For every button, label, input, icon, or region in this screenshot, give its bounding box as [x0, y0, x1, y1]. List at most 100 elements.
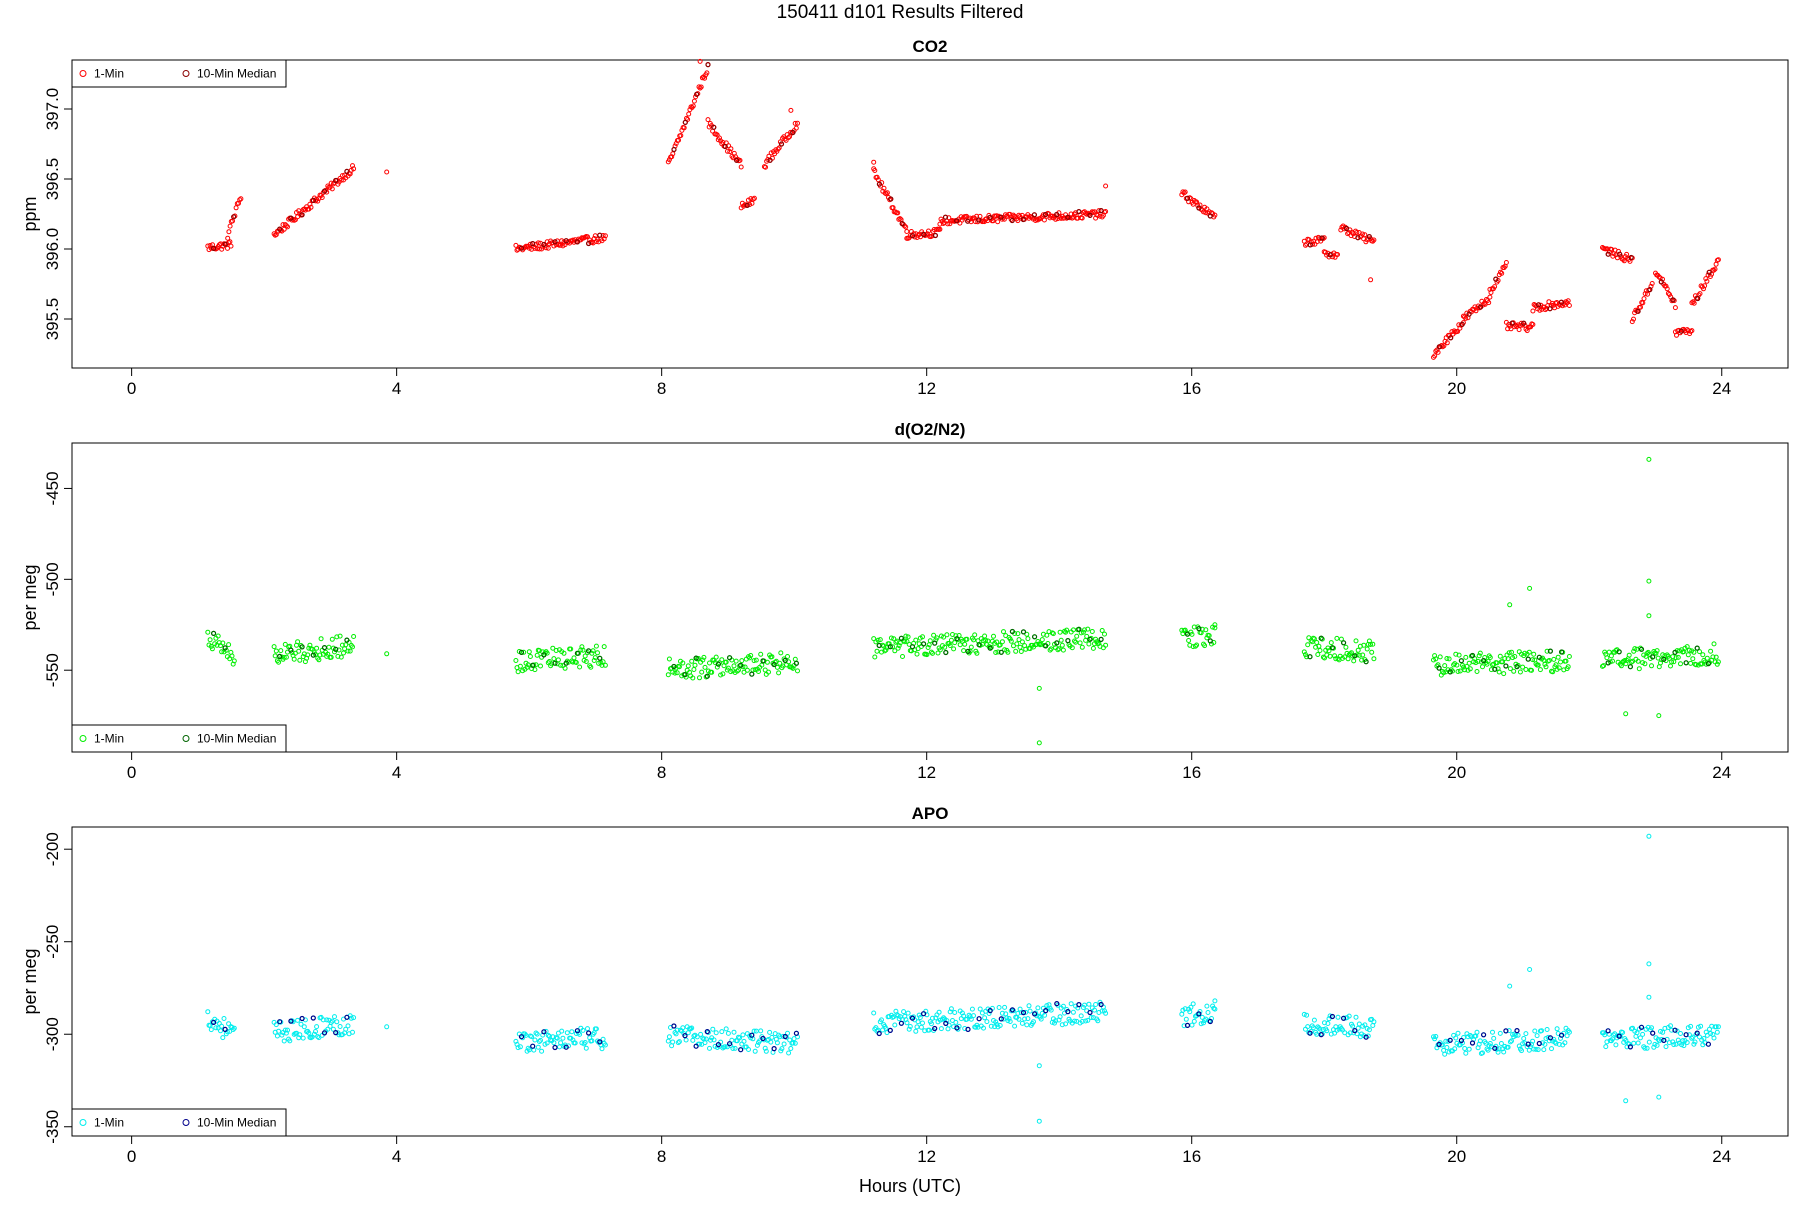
data-point-1min — [942, 644, 948, 650]
data-point-1min — [680, 660, 686, 666]
data-point-1min — [326, 644, 332, 650]
data-point-1min — [1078, 1013, 1084, 1019]
y-tick-label: -500 — [43, 562, 62, 596]
data-point-1min — [1646, 833, 1652, 839]
data-point-1min — [1502, 656, 1508, 661]
data-point-median — [1672, 1027, 1678, 1033]
data-point-1min — [291, 656, 297, 662]
data-point-1min — [1050, 631, 1056, 637]
data-point-1min — [1531, 651, 1537, 657]
data-point-1min — [967, 648, 973, 654]
data-point-1min — [1678, 661, 1683, 667]
data-point-1min — [553, 648, 559, 653]
data-point-1min — [602, 662, 608, 668]
data-point-1min — [1201, 1020, 1206, 1026]
data-point-1min — [788, 107, 794, 113]
data-point-1min — [957, 220, 963, 226]
data-point-median — [1616, 1033, 1622, 1039]
data-point-1min — [1351, 658, 1357, 664]
data-point-1min — [1001, 629, 1006, 635]
data-point-1min — [1452, 1046, 1458, 1052]
data-point-1min — [733, 658, 739, 664]
data-point-1min — [1321, 235, 1327, 241]
data-point-median — [1694, 1030, 1700, 1036]
data-point-1min — [924, 652, 930, 658]
data-point-1min — [1535, 662, 1541, 668]
data-point-1min — [1646, 456, 1652, 462]
data-point-1min — [1442, 1051, 1448, 1057]
data-point-1min — [554, 1035, 560, 1041]
data-point-1min — [1362, 1022, 1368, 1028]
data-point-1min — [1085, 1017, 1091, 1023]
data-point-median — [1705, 660, 1712, 667]
data-point-1min — [589, 650, 595, 656]
figure-title: 150411 d101 Results Filtered — [777, 2, 1024, 23]
data-point-1min — [1444, 340, 1450, 346]
data-point-1min — [295, 639, 301, 645]
data-point-1min — [1501, 671, 1507, 677]
data-point-1min — [1673, 655, 1679, 661]
data-point-1min — [1368, 642, 1373, 647]
data-point-1min — [1664, 286, 1670, 292]
data-point-1min — [1711, 267, 1717, 273]
data-point-median — [876, 1030, 882, 1037]
data-point-1min — [904, 229, 910, 234]
data-point-1min — [874, 174, 880, 180]
data-point-median — [1065, 214, 1071, 220]
data-point-1min — [1366, 1027, 1372, 1033]
data-point-1min — [1315, 652, 1321, 657]
data-point-1min — [952, 640, 958, 646]
data-point-1min — [883, 1025, 889, 1031]
y-tick-label: 396.0 — [43, 228, 62, 271]
data-point-1min — [900, 654, 905, 659]
data-point-1min — [738, 164, 744, 170]
data-point-1min — [731, 1029, 737, 1035]
data-point-1min — [1644, 1045, 1650, 1051]
data-point-1min — [1643, 653, 1649, 659]
data-point-1min — [1362, 232, 1368, 238]
data-point-median — [793, 660, 800, 666]
data-point-1min — [1370, 641, 1376, 647]
data-point-1min — [1667, 292, 1672, 297]
data-point-1min — [997, 642, 1003, 648]
data-point-1min — [1711, 641, 1717, 647]
data-point-1min — [895, 1013, 901, 1019]
data-point-1min — [1334, 635, 1340, 641]
data-point-1min — [539, 1048, 545, 1054]
data-point-median — [976, 217, 982, 223]
data-point-1min — [1626, 652, 1632, 658]
data-point-1min — [904, 1020, 910, 1026]
data-point-median — [1503, 1028, 1509, 1034]
data-point-1min — [1354, 230, 1360, 235]
data-point-1min — [1530, 322, 1536, 327]
data-point-1min — [350, 1029, 355, 1035]
data-point-1min — [1072, 638, 1077, 644]
data-point-1min — [691, 98, 697, 104]
data-point-median — [222, 645, 228, 651]
data-point-1min — [564, 1030, 570, 1036]
data-point-1min — [1704, 655, 1710, 661]
x-tick-label: 12 — [917, 379, 936, 398]
data-point-1min — [227, 239, 233, 245]
data-point-1min — [1078, 630, 1084, 636]
data-point-median — [1363, 1034, 1369, 1040]
data-point-1min — [892, 648, 898, 654]
data-point-median — [1469, 1040, 1476, 1046]
data-point-1min — [300, 1035, 306, 1041]
data-point-median — [1207, 213, 1213, 219]
data-point-1min — [1182, 627, 1188, 633]
data-point-1min — [278, 648, 284, 654]
x-tick-label: 16 — [1182, 763, 1201, 782]
data-point-median — [1638, 1024, 1645, 1030]
data-point-1min — [1671, 1042, 1677, 1048]
data-point-median — [1480, 657, 1487, 664]
data-point-1min — [1553, 662, 1559, 668]
data-point-1min — [1018, 649, 1024, 654]
data-point-1min — [1542, 661, 1548, 667]
data-point-1min — [601, 644, 607, 650]
data-point-1min — [309, 646, 315, 652]
data-point-1min — [332, 649, 337, 655]
data-point-1min — [1453, 1035, 1459, 1041]
data-point-median — [705, 61, 711, 68]
data-point-1min — [1335, 252, 1340, 257]
